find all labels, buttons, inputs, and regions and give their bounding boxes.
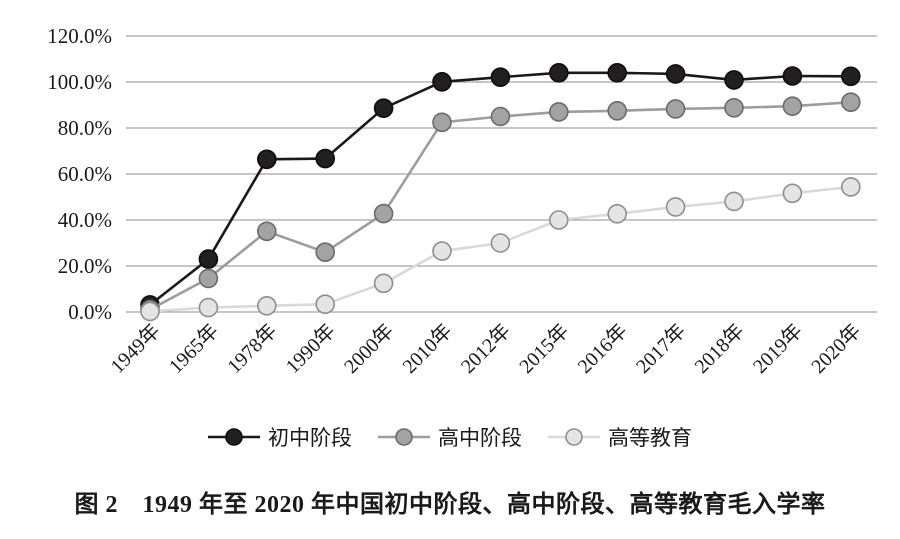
data-point-higher-education xyxy=(840,177,861,197)
y-tick-label: 40.0% xyxy=(58,208,112,232)
y-tick-label: 60.0% xyxy=(58,162,112,186)
y-tick-label: 120.0% xyxy=(47,24,112,48)
y-tick-label: 100.0% xyxy=(47,70,112,94)
data-point-senior-secondary xyxy=(840,92,861,112)
data-point-senior-secondary xyxy=(490,106,511,127)
data-point-higher-education xyxy=(198,297,219,318)
y-axis-labels: 0.0% 20.0% 40.0% 60.0% 80.0% 100.0% 120.0% xyxy=(47,24,112,324)
legend-item-senior-secondary: 高中阶段 xyxy=(378,422,522,452)
legend-marker-senior-secondary xyxy=(378,428,430,446)
legend-label-senior-secondary: 高中阶段 xyxy=(438,426,522,450)
data-point-higher-education xyxy=(490,233,511,253)
x-tick-label: 2012年 xyxy=(456,319,515,378)
legend-marker-higher-education xyxy=(548,428,600,446)
x-tick-label: 2000年 xyxy=(339,319,398,378)
data-point-higher-education xyxy=(548,210,569,230)
x-tick-label: 2018年 xyxy=(690,319,749,378)
legend-item-junior-secondary: 初中阶段 xyxy=(208,422,352,452)
data-point-higher-education xyxy=(432,241,452,261)
data-point-junior-secondary xyxy=(373,98,394,118)
data-point-junior-secondary xyxy=(256,149,277,170)
data-point-junior-secondary xyxy=(665,64,686,84)
data-point-junior-secondary xyxy=(315,148,336,169)
x-tick-label: 2019年 xyxy=(748,319,807,378)
data-point-junior-secondary xyxy=(198,249,219,269)
x-tick-label: 1978年 xyxy=(223,319,282,378)
figure-caption: 图 2 1949 年至 2020 年中国初中阶段、高中阶段、高等教育毛入学率 xyxy=(74,492,826,518)
y-tick-label: 0.0% xyxy=(68,300,112,324)
series-higher-education xyxy=(140,177,861,322)
x-tick-label: 1949年 xyxy=(106,319,165,378)
data-point-junior-secondary xyxy=(432,72,452,92)
data-point-higher-education xyxy=(782,183,803,204)
data-point-senior-secondary xyxy=(782,96,803,116)
data-point-senior-secondary xyxy=(315,242,336,262)
series-line-senior-secondary xyxy=(149,100,851,311)
data-point-higher-education xyxy=(315,294,336,315)
data-point-junior-secondary xyxy=(548,63,569,83)
legend-label-higher-education: 高等教育 xyxy=(608,426,692,450)
y-tick-label: 80.0% xyxy=(58,116,112,140)
data-point-senior-secondary xyxy=(373,203,394,224)
x-tick-label: 1965年 xyxy=(164,319,223,378)
data-point-senior-secondary xyxy=(724,98,744,118)
data-point-higher-education xyxy=(373,273,394,294)
data-point-higher-education xyxy=(256,295,277,316)
data-point-senior-secondary xyxy=(607,101,628,121)
data-point-senior-secondary xyxy=(548,102,569,122)
x-tick-label: 2010年 xyxy=(398,319,457,378)
x-tick-label: 2015年 xyxy=(515,319,574,378)
x-tick-label: 2020年 xyxy=(807,319,866,378)
legend-label-junior-secondary: 初中阶段 xyxy=(268,426,352,450)
data-point-higher-education xyxy=(665,197,686,217)
series-senior-secondary xyxy=(140,92,861,320)
data-point-senior-secondary xyxy=(198,268,219,289)
line-chart: 0.0% 20.0% 40.0% 60.0% 80.0% 100.0% 120.0% 1949… xyxy=(47,24,877,378)
data-point-junior-secondary xyxy=(840,66,861,87)
data-point-higher-education xyxy=(724,191,744,212)
x-axis-labels: 1949年 1965年 1978年 1990年 2000年 2010年 2012年 2015年… xyxy=(106,319,865,378)
chart-legend: 初中阶段 高中阶段 高等教育 xyxy=(0,422,900,452)
data-point-senior-secondary xyxy=(256,221,277,242)
legend-marker-junior-secondary xyxy=(208,428,260,446)
x-tick-label: 1990年 xyxy=(281,319,340,378)
data-point-higher-education xyxy=(140,301,160,322)
series-junior-secondary xyxy=(140,63,861,315)
data-point-higher-education xyxy=(607,204,628,224)
data-point-junior-secondary xyxy=(490,67,511,87)
data-point-senior-secondary xyxy=(665,99,686,119)
data-point-senior-secondary xyxy=(432,112,452,133)
x-tick-label: 2016年 xyxy=(573,319,632,378)
data-point-junior-secondary xyxy=(607,63,628,83)
data-point-junior-secondary xyxy=(724,70,744,90)
legend-item-higher-education: 高等教育 xyxy=(548,422,692,452)
data-point-junior-secondary xyxy=(782,66,803,86)
x-tick-label: 2017年 xyxy=(631,319,690,378)
y-tick-label: 20.0% xyxy=(58,254,112,278)
